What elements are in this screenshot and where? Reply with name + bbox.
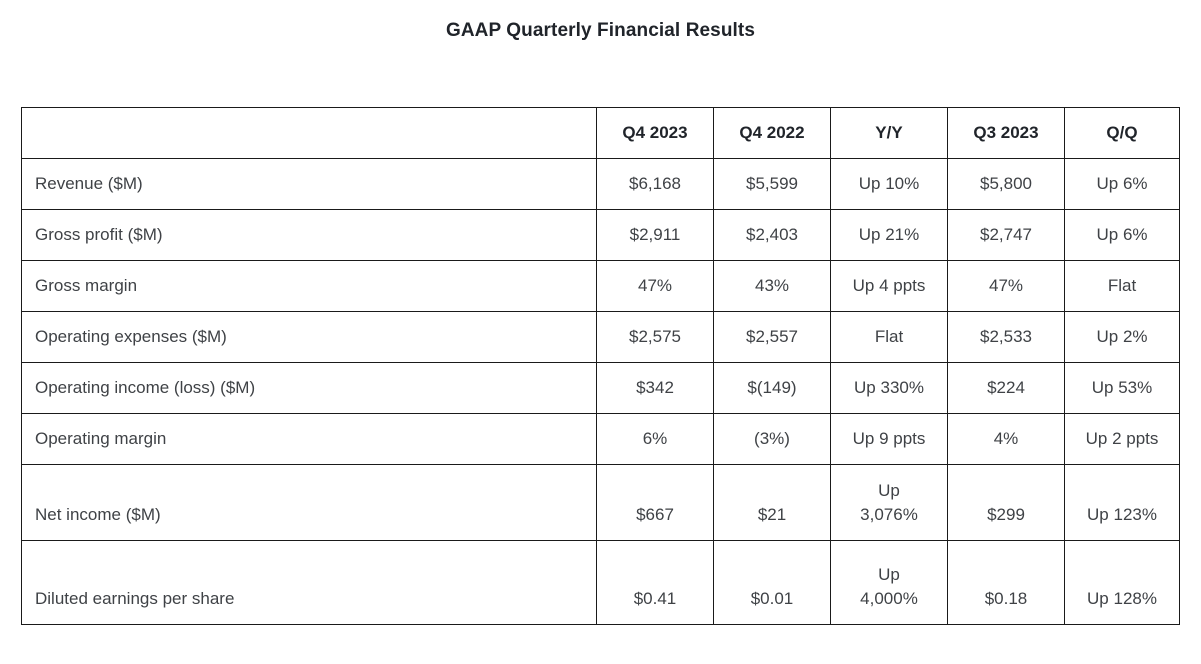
table-cell: $2,403 (713, 209, 831, 261)
table-cell: $5,599 (713, 158, 831, 210)
table-cell: Up 123% (1064, 464, 1180, 541)
wrapped-value: Up 3,076% (860, 481, 918, 525)
table-cell: 47% (947, 260, 1065, 312)
table-cell: 43% (713, 260, 831, 312)
row-label: Operating expenses ($M) (21, 311, 597, 363)
table-cell: $0.18 (947, 540, 1065, 625)
table-cell: Up 6% (1064, 158, 1180, 210)
column-header-q4-2022: Q4 2022 (713, 107, 831, 159)
table-cell: Up 330% (830, 362, 948, 414)
column-header-empty (21, 107, 597, 159)
table-cell: $2,533 (947, 311, 1065, 363)
table-cell: Up 128% (1064, 540, 1180, 625)
table-cell: Flat (830, 311, 948, 363)
table-cell: 4% (947, 413, 1065, 465)
table-row-operating-expenses: Operating expenses ($M) $2,575 $2,557 Fl… (21, 311, 1180, 363)
table-row-gross-profit: Gross profit ($M) $2,911 $2,403 Up 21% $… (21, 209, 1180, 261)
table-cell: $2,747 (947, 209, 1065, 261)
table-cell: (3%) (713, 413, 831, 465)
table-cell: $2,911 (596, 209, 714, 261)
header-row: Q4 2023 Q4 2022 Y/Y Q3 2023 Q/Q (21, 107, 1180, 159)
table-cell: $224 (947, 362, 1065, 414)
table-cell: $667 (596, 464, 714, 541)
table-cell: $2,575 (596, 311, 714, 363)
table-row-revenue: Revenue ($M) $6,168 $5,599 Up 10% $5,800… (21, 158, 1180, 210)
row-label: Gross margin (21, 260, 597, 312)
table-cell: 6% (596, 413, 714, 465)
wrapped-value: Up 4,000% (860, 565, 918, 609)
table-cell: $2,557 (713, 311, 831, 363)
table-row-operating-income: Operating income (loss) ($M) $342 $(149)… (21, 362, 1180, 414)
table-cell: Up 4 ppts (830, 260, 948, 312)
table-cell: $6,168 (596, 158, 714, 210)
table-cell: Up 10% (830, 158, 948, 210)
table-cell: $299 (947, 464, 1065, 541)
table-cell: Up 53% (1064, 362, 1180, 414)
table-cell: Up 6% (1064, 209, 1180, 261)
column-header-yy: Y/Y (830, 107, 948, 159)
table-cell: $0.41 (596, 540, 714, 625)
column-header-qq: Q/Q (1064, 107, 1180, 159)
table-cell: Up 9 ppts (830, 413, 948, 465)
table-row-net-income: Net income ($M) $667 $21 Up 3,076% $299 … (21, 464, 1180, 541)
table-cell: Up 3,076% (830, 464, 948, 541)
row-label: Revenue ($M) (21, 158, 597, 210)
table-cell: $21 (713, 464, 831, 541)
row-label: Net income ($M) (21, 464, 597, 541)
row-label: Operating margin (21, 413, 597, 465)
table-cell: Up 2% (1064, 311, 1180, 363)
column-header-q3-2023: Q3 2023 (947, 107, 1065, 159)
table-cell: Up 21% (830, 209, 948, 261)
table-cell: $0.01 (713, 540, 831, 625)
table-row-gross-margin: Gross margin 47% 43% Up 4 ppts 47% Flat (21, 260, 1180, 312)
table-cell: 47% (596, 260, 714, 312)
column-header-q4-2023: Q4 2023 (596, 107, 714, 159)
financial-results-table: Q4 2023 Q4 2022 Y/Y Q3 2023 Q/Q Revenue … (21, 107, 1180, 625)
table-row-operating-margin: Operating margin 6% (3%) Up 9 ppts 4% Up… (21, 413, 1180, 465)
table-cell: Up 2 ppts (1064, 413, 1180, 465)
table-row-diluted-eps: Diluted earnings per share $0.41 $0.01 U… (21, 540, 1180, 625)
table-cell: $342 (596, 362, 714, 414)
table-cell: $(149) (713, 362, 831, 414)
row-label: Diluted earnings per share (21, 540, 597, 625)
table-cell: Up 4,000% (830, 540, 948, 625)
page-title: GAAP Quarterly Financial Results (445, 20, 756, 41)
table-cell: Flat (1064, 260, 1180, 312)
table-cell: $5,800 (947, 158, 1065, 210)
row-label: Operating income (loss) ($M) (21, 362, 597, 414)
row-label: Gross profit ($M) (21, 209, 597, 261)
